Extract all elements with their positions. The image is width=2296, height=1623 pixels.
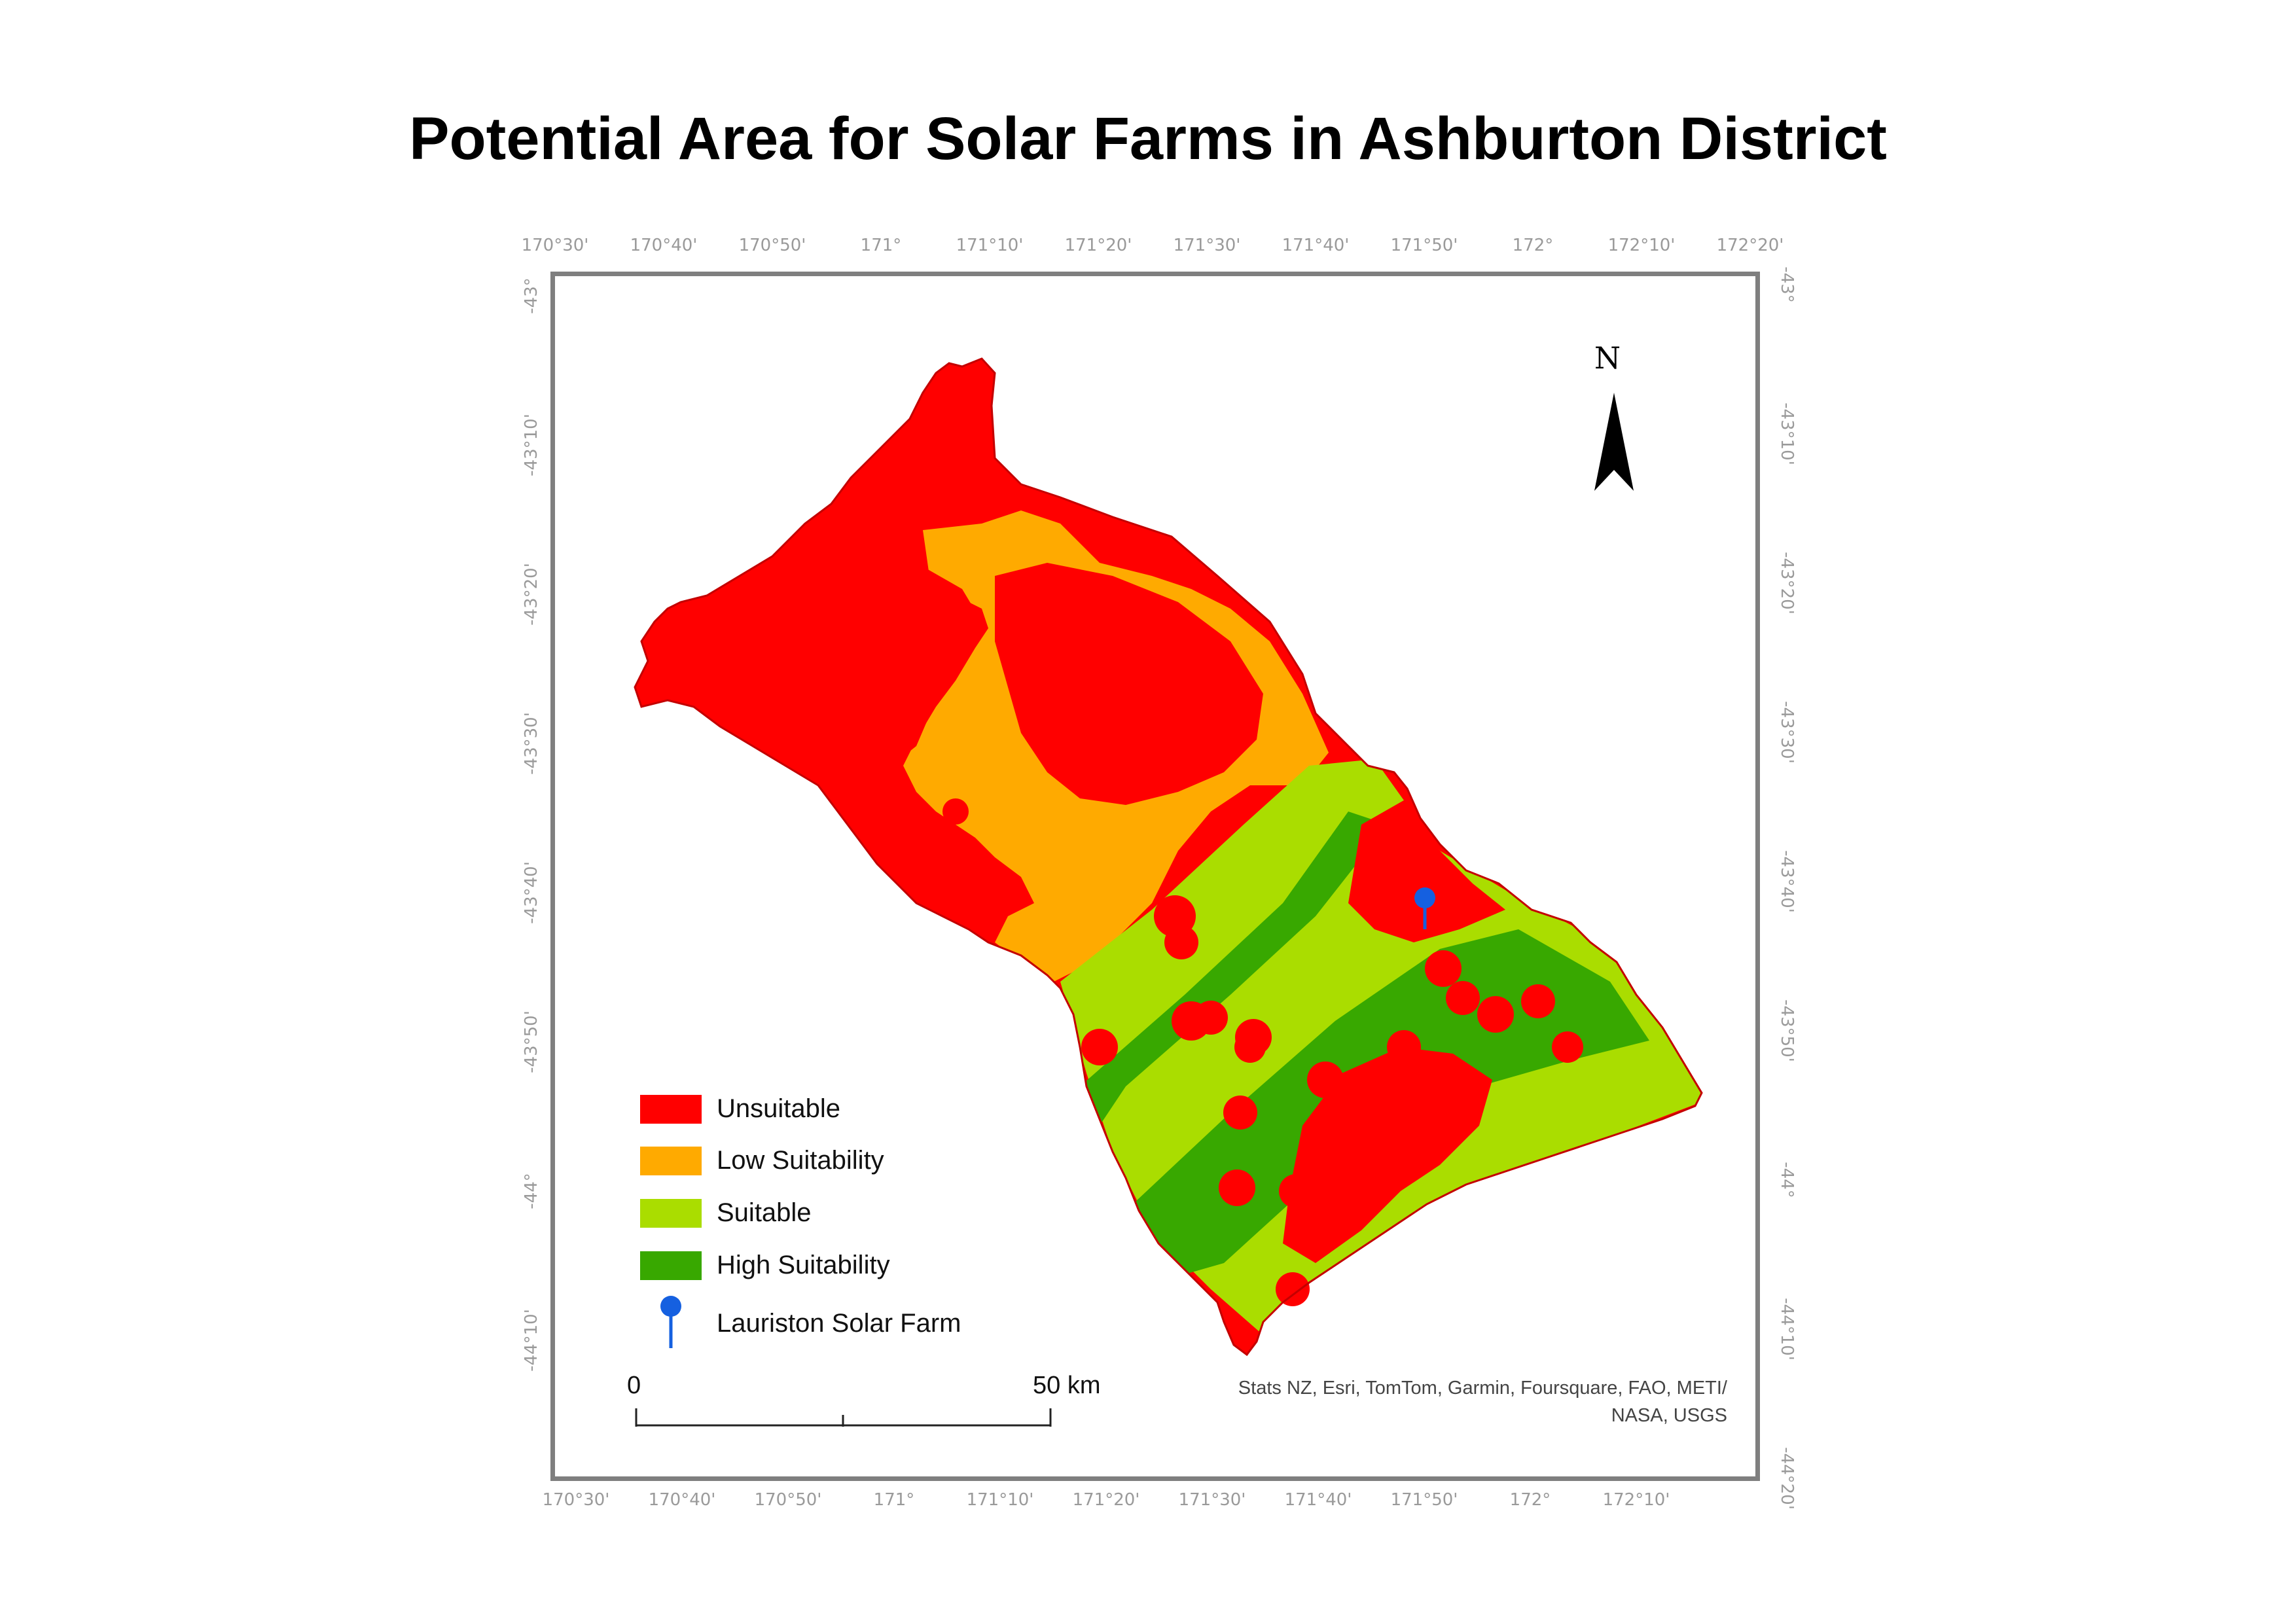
- longitude-bottom-tick-2: 170°50': [754, 1490, 822, 1510]
- legend-label-suitable: Suitable: [717, 1198, 812, 1227]
- scale-bar-end-label: 50 km: [1033, 1372, 1101, 1399]
- buffer-circle-3: [1194, 1001, 1228, 1035]
- buffer-circle-20: [924, 822, 955, 853]
- longitude-bottom-tick-3: 171°: [873, 1490, 915, 1510]
- legend-point-icon: [660, 1296, 681, 1348]
- attribution-line-2: NASA, USGS: [1611, 1405, 1727, 1426]
- buffer-circle-17: [1325, 1135, 1359, 1169]
- legend-swatch-suitable: [640, 1199, 702, 1228]
- buffer-circle-10: [1425, 950, 1462, 987]
- buffer-circle-8: [1307, 1061, 1344, 1098]
- north-arrow-icon: [1594, 393, 1634, 491]
- lauriston-solar-farm-marker[interactable]: [1414, 887, 1435, 929]
- longitude-bottom-tick-10: 172°10': [1602, 1490, 1670, 1510]
- longitude-bottom-tick-6: 171°30': [1178, 1490, 1246, 1510]
- longitude-bottom-tick-4: 171°10': [966, 1490, 1034, 1510]
- longitude-top-tick-4: 171°10': [956, 236, 1024, 255]
- map-attribution: Stats NZ, Esri, TomTom, Garmin, Foursqua…: [1138, 1374, 1727, 1429]
- buffer-circle-14: [1552, 1031, 1583, 1063]
- buffer-circle-1: [1164, 925, 1198, 959]
- longitude-bottom-tick-8: 171°50': [1390, 1490, 1458, 1510]
- buffer-circle-9: [1387, 1030, 1421, 1064]
- longitude-top-tick-9: 172°: [1512, 236, 1554, 255]
- buffer-circle-12: [1477, 996, 1514, 1033]
- north-arrow-label: N: [1594, 340, 1621, 376]
- longitude-bottom-tick-9: 172°: [1509, 1490, 1551, 1510]
- scale-bar-start-label: 0: [627, 1372, 641, 1399]
- longitude-top-tick-10: 172°10': [1607, 236, 1676, 255]
- buffer-circle-19: [1276, 1272, 1310, 1306]
- high-suitability-band-1[interactable]: [1080, 812, 1388, 1126]
- buffer-circle-7: [1223, 1096, 1257, 1130]
- buffer-circle-13: [1521, 984, 1555, 1018]
- longitude-top-tick-3: 171°: [860, 236, 902, 255]
- scale-bar: [635, 1408, 1052, 1427]
- map-title: Potential Area for Solar Farms in Ashbur…: [409, 105, 1887, 172]
- legend-swatch-unsuitable: [640, 1095, 702, 1124]
- longitude-top-tick-8: 171°50': [1390, 236, 1458, 255]
- longitude-top-tick-2: 170°50': [738, 236, 806, 255]
- legend-label-low-suitability: Low Suitability: [717, 1146, 884, 1175]
- unsuitable-block-central[interactable]: [995, 563, 1263, 805]
- buffer-circle-16: [1279, 1174, 1313, 1208]
- legend-label-unsuitable: Unsuitable: [717, 1094, 841, 1123]
- buffer-circle-6: [1081, 1029, 1118, 1065]
- longitude-top-tick-1: 170°40': [630, 236, 698, 255]
- unsuitable-buffer-circles: [924, 798, 1583, 1306]
- longitude-bottom-tick-0: 170°30': [542, 1490, 610, 1510]
- longitude-top-tick-11: 172°20': [1716, 236, 1784, 255]
- longitude-bottom-tick-1: 170°40': [648, 1490, 716, 1510]
- unsuitable-block-west[interactable]: [681, 537, 982, 772]
- legend-swatch-low-suitability: [640, 1147, 702, 1175]
- unsuitable-patches-east[interactable]: [1348, 798, 1505, 942]
- longitude-top-tick-5: 171°20': [1064, 236, 1132, 255]
- longitude-top-tick-7: 171°40': [1282, 236, 1350, 255]
- buffer-circle-5: [1234, 1031, 1266, 1063]
- buffer-circle-18: [1376, 1120, 1412, 1157]
- buffer-circle-21: [942, 798, 969, 825]
- attribution-line-1: Stats NZ, Esri, TomTom, Garmin, Foursqua…: [1238, 1378, 1727, 1399]
- legend-label-high-suitability: High Suitability: [717, 1251, 890, 1279]
- buffer-circle-15: [1219, 1169, 1255, 1206]
- longitude-bottom-tick-7: 171°40': [1284, 1490, 1352, 1510]
- longitude-top-tick-0: 170°30': [521, 236, 589, 255]
- buffer-circle-11: [1446, 981, 1480, 1015]
- longitude-top-tick-6: 171°30': [1173, 236, 1241, 255]
- legend-swatch-high-suitability: [640, 1251, 702, 1280]
- district-outline: [634, 357, 1703, 1357]
- legend-label-lauriston-solar-farm: Lauriston Solar Farm: [717, 1309, 961, 1338]
- longitude-bottom-tick-5: 171°20': [1072, 1490, 1140, 1510]
